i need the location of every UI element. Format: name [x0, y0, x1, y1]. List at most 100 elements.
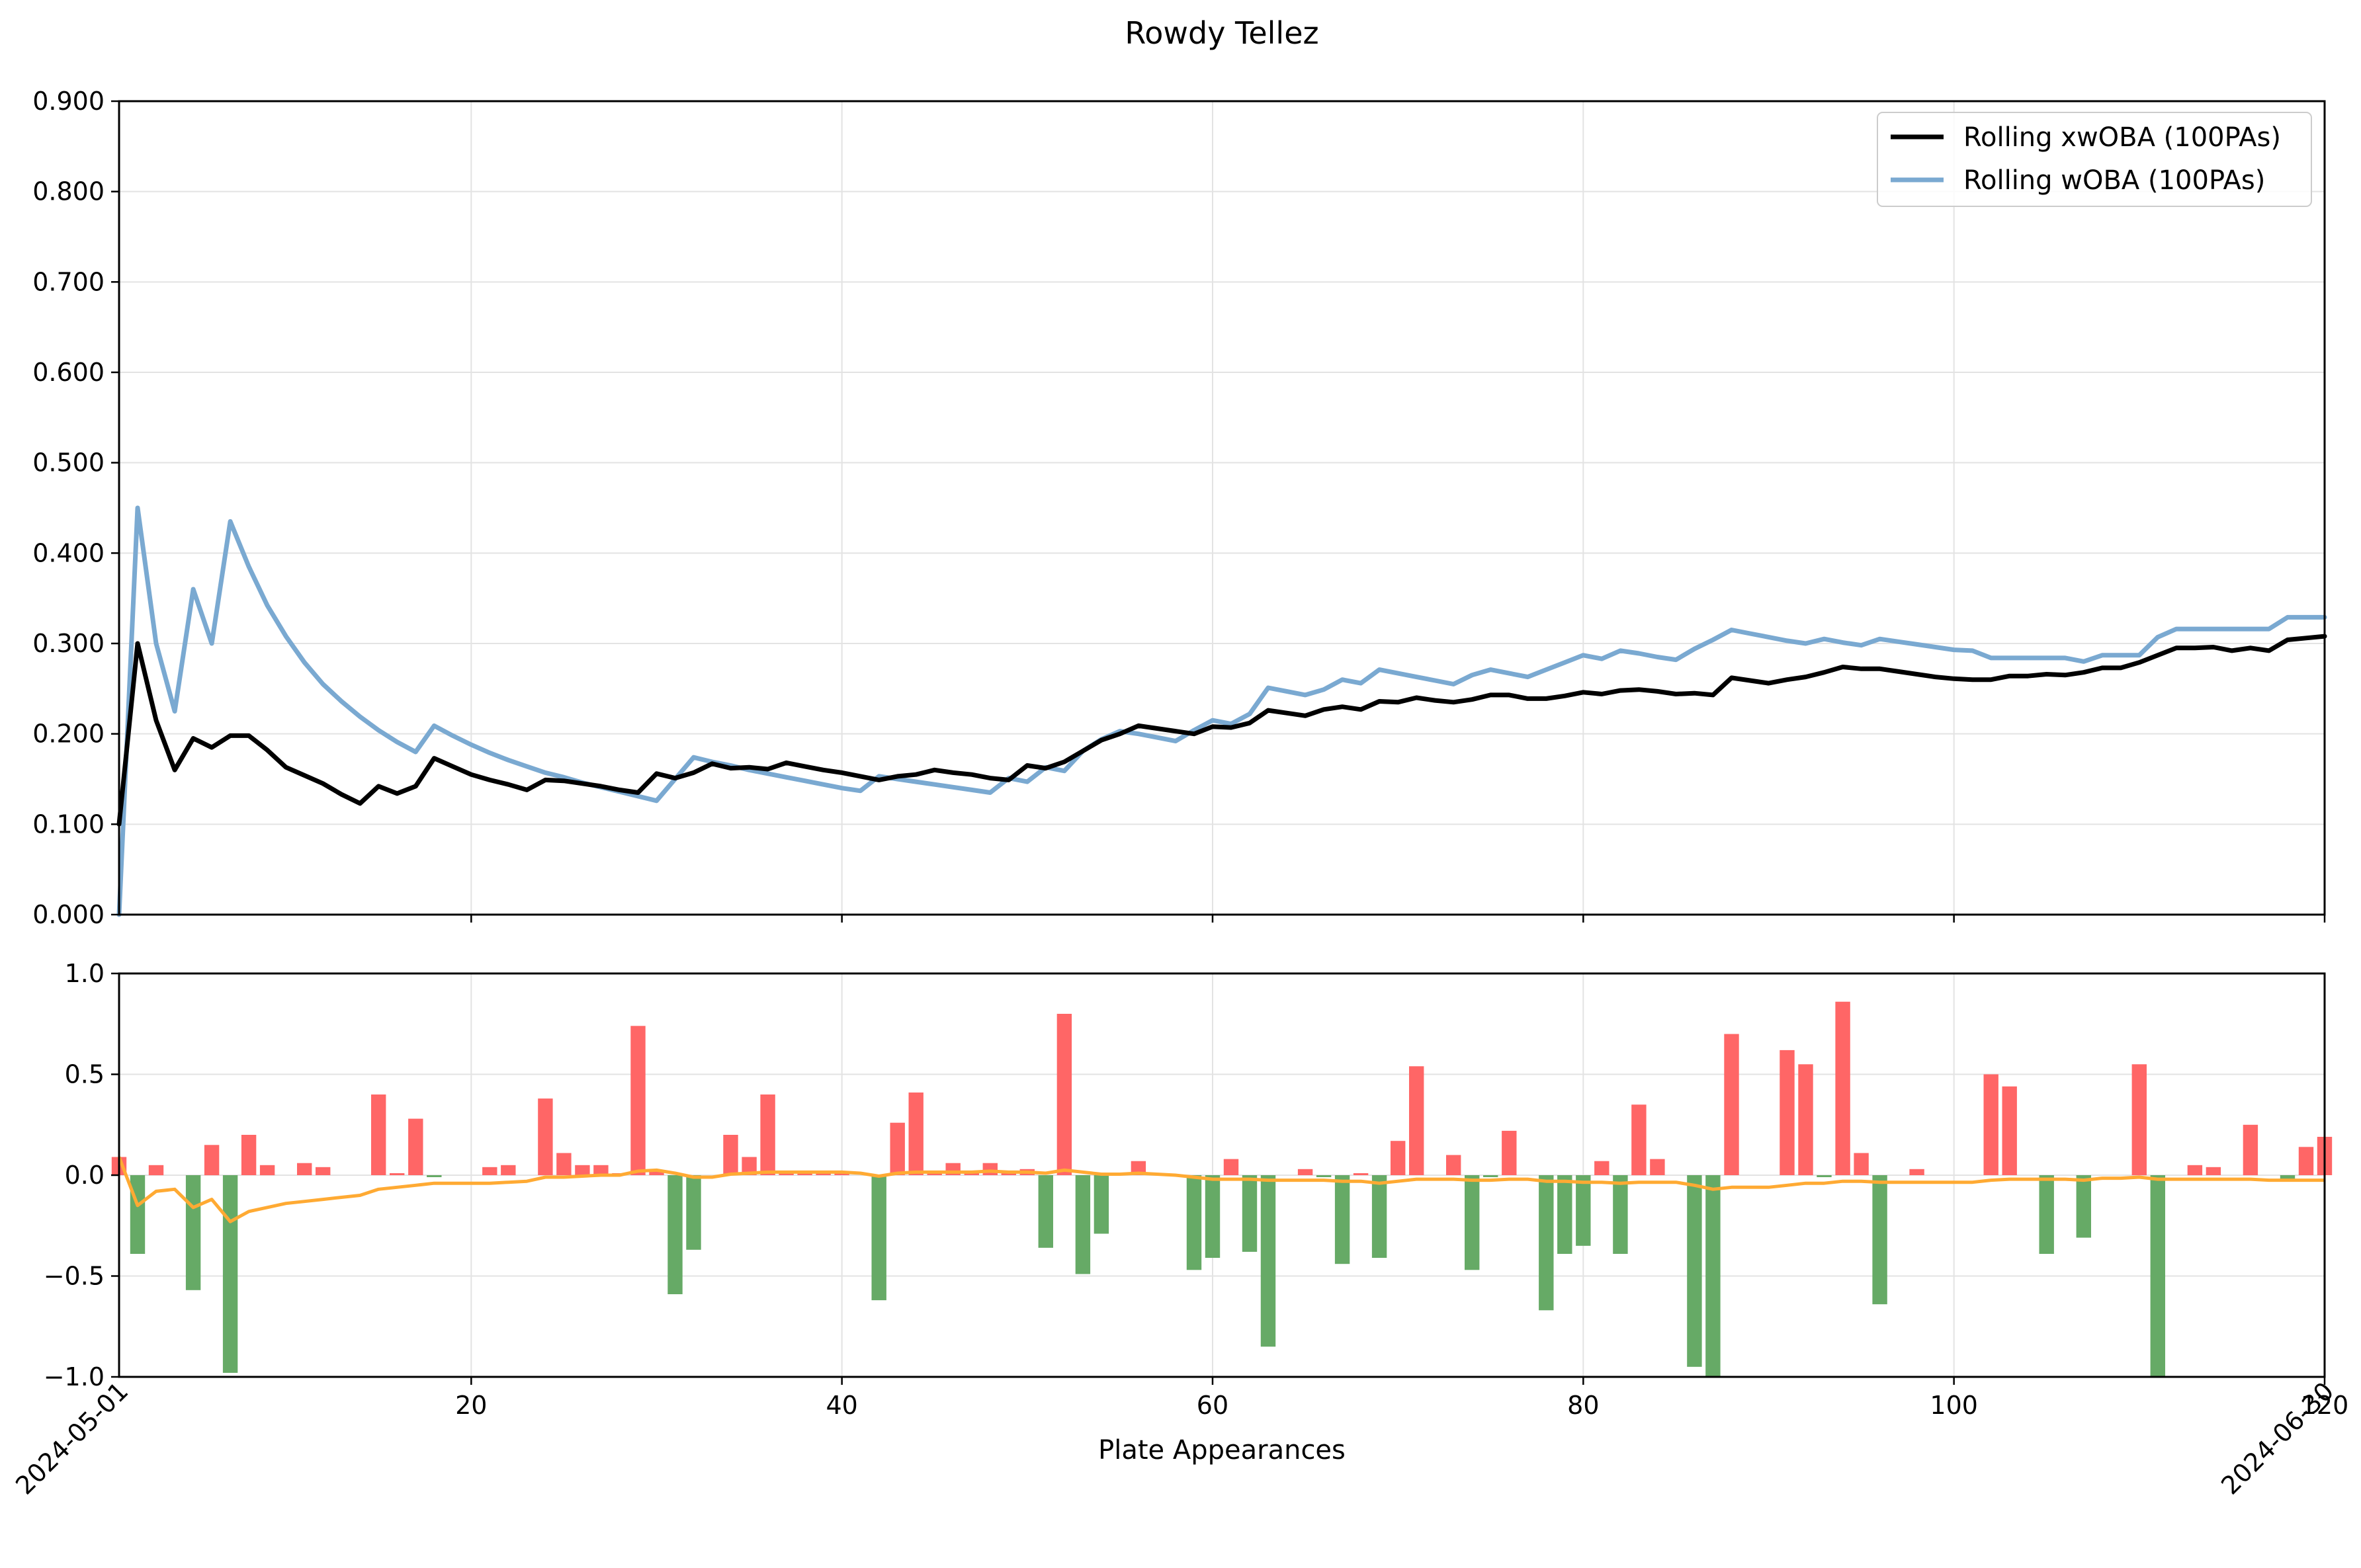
diff-bar	[2298, 1147, 2314, 1175]
chart-title: Rowdy Tellez	[1125, 15, 1318, 51]
series-line-woba	[116, 505, 2327, 917]
diff-bar	[185, 1175, 201, 1290]
diff-bar	[148, 1165, 164, 1176]
diff-bar	[890, 1122, 905, 1175]
diff-bar	[371, 1094, 386, 1175]
top-y-tick-label: 0.000	[32, 900, 105, 929]
diff-bar	[1001, 1173, 1016, 1175]
bottom-x-tick-label: 20	[455, 1391, 487, 1420]
diff-bar	[1872, 1175, 1887, 1305]
diff-bar	[1854, 1153, 1869, 1175]
diff-bar	[2187, 1165, 2203, 1176]
diff-bar	[2206, 1167, 2221, 1175]
bottom-x-tick-label: 80	[1567, 1391, 1599, 1420]
bottom-y-tick-label: 0.0	[65, 1161, 105, 1190]
diff-bar	[760, 1094, 775, 1175]
diff-bar	[1465, 1175, 1480, 1270]
legend: Rolling xwOBA (100PAs) Rolling wOBA (100…	[1877, 112, 2312, 207]
diff-bar	[1557, 1175, 1572, 1254]
diff-bar	[1835, 1001, 1850, 1175]
bottom-x-tick-label: 120	[2301, 1391, 2349, 1420]
diff-bar	[1539, 1175, 1554, 1311]
diff-bar	[316, 1167, 331, 1175]
bottom-panel-line	[117, 1156, 2325, 1223]
diff-bar	[1983, 1074, 1998, 1175]
diff-bar	[1075, 1175, 1091, 1274]
diff-bar	[667, 1175, 683, 1294]
diff-bar	[1909, 1169, 1924, 1175]
diff-bar	[1446, 1155, 1461, 1175]
top-y-tick-label: 0.900	[32, 87, 105, 116]
diff-bar	[1242, 1175, 1258, 1252]
diff-bar	[723, 1135, 738, 1175]
diff-bar	[501, 1165, 516, 1176]
diff-bar	[2039, 1175, 2054, 1254]
top-y-tick-label: 0.500	[32, 448, 105, 477]
top-panel-y-axis: 0.000 0.100 0.200 0.300 0.400 0.500 0.600 0.700…	[32, 87, 119, 929]
diff-bar	[834, 1173, 849, 1175]
diff-bar	[1705, 1175, 1721, 1377]
bottom-panel-x-axis: 20 40 60 80 100 120	[455, 1377, 2348, 1420]
legend-label-xwoba: Rolling xwOBA (100PAs)	[1963, 122, 2281, 153]
diff-bar	[259, 1165, 275, 1176]
diff-bar	[1223, 1159, 1239, 1175]
diff-bar	[649, 1171, 664, 1175]
diff-bar	[1798, 1064, 1813, 1176]
diff-bar	[1205, 1175, 1221, 1258]
bottom-x-tick-label: 40	[826, 1391, 857, 1420]
top-panel-frame	[118, 100, 2326, 916]
diff-bar	[1650, 1159, 1665, 1175]
diff-bar	[1780, 1050, 1795, 1175]
diff-bar	[222, 1175, 238, 1373]
diff-bar	[630, 1026, 646, 1175]
bottom-panel-bars	[111, 1001, 2333, 1377]
diff-bar	[686, 1175, 701, 1250]
diff-bar	[779, 1173, 794, 1175]
bottom-y-tick-label: −1.0	[44, 1362, 105, 1391]
diff-bar	[2243, 1124, 2258, 1176]
top-y-tick-label: 0.700	[32, 267, 105, 296]
top-panel-series	[116, 505, 2327, 917]
rolling-diff-line	[117, 1156, 2325, 1223]
diff-bar	[538, 1098, 553, 1175]
diff-bar	[871, 1175, 886, 1301]
diff-bar	[908, 1093, 923, 1175]
top-y-tick-label: 0.100	[32, 809, 105, 839]
legend-box	[1877, 112, 2312, 207]
top-y-tick-label: 0.200	[32, 720, 105, 749]
diff-bar	[130, 1175, 146, 1254]
diff-bar	[204, 1145, 220, 1176]
diff-bar	[1502, 1130, 1517, 1175]
diff-bar	[575, 1165, 590, 1176]
diff-bar	[427, 1175, 442, 1177]
bottom-x-tick-label: 60	[1197, 1391, 1228, 1420]
bottom-y-tick-label: 1.0	[65, 959, 105, 988]
diff-bar	[1316, 1175, 1332, 1177]
diff-bar	[1409, 1066, 1424, 1175]
diff-bar	[2280, 1175, 2296, 1180]
bottom-panel-y-axis: 1.0 0.5 0.0 −0.5 −1.0	[44, 959, 119, 1391]
diff-bar	[1576, 1175, 1591, 1246]
diff-bar	[742, 1157, 757, 1175]
top-y-tick-label: 0.300	[32, 629, 105, 658]
diff-bar	[241, 1135, 257, 1175]
top-y-tick-label: 0.400	[32, 538, 105, 567]
diff-bar	[1186, 1175, 1202, 1270]
diff-bar	[1724, 1034, 1739, 1175]
top-panel: 0.000 0.100 0.200 0.300 0.400 0.500 0.600 0.700…	[32, 87, 2327, 929]
bottom-y-tick-label: 0.5	[65, 1060, 105, 1089]
diff-bar	[1631, 1104, 1647, 1176]
diff-bar	[1353, 1173, 1369, 1175]
diff-bar	[297, 1163, 312, 1175]
legend-label-woba: Rolling wOBA (100PAs)	[1963, 165, 2265, 196]
diff-bar	[1131, 1161, 1146, 1175]
top-panel-grid	[119, 101, 2325, 915]
diff-bar	[1613, 1175, 1628, 1254]
diff-bar	[1038, 1175, 1053, 1248]
bottom-x-tick-label: 100	[1930, 1391, 1978, 1420]
diff-bar	[482, 1167, 497, 1175]
diff-bar	[982, 1163, 998, 1175]
series-line-xwoba	[116, 634, 2327, 827]
